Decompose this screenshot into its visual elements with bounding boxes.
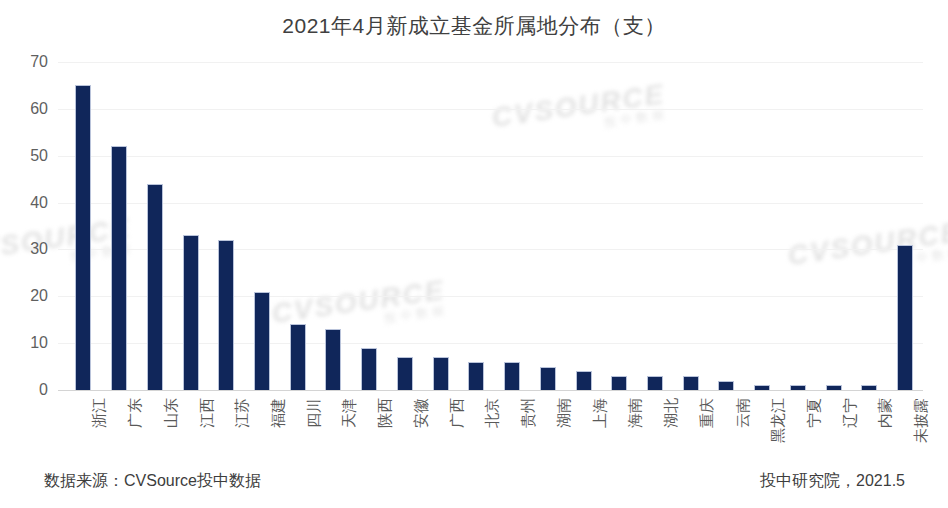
x-tick-label: 江苏 [234,398,250,428]
chart-title: 2021年4月新成立基金所属地分布（支） [0,12,948,40]
bar [290,324,306,390]
watermark-brand-text: CVSOURCE [490,78,667,134]
x-tick-label: 云南 [735,398,751,428]
x-tick-label: 贵州 [520,398,536,428]
bar [647,376,663,390]
x-tick-label: 内蒙 [877,398,893,428]
bar [361,348,377,390]
gridline [58,62,923,63]
bar [75,85,91,390]
bar [683,376,699,390]
y-tick-label: 10 [6,335,48,351]
x-tick-label: 重庆 [699,398,715,428]
x-tick-label: 安徽 [413,398,429,428]
x-tick-label: 海南 [627,398,643,428]
bar [826,385,842,390]
bar [111,146,127,390]
x-tick-label: 陕西 [377,398,393,428]
x-tick-label: 广东 [127,398,143,428]
bar [861,385,877,390]
gridline [58,390,923,391]
y-tick-label: 20 [6,288,48,304]
bar [433,357,449,390]
chart-canvas: 2021年4月新成立基金所属地分布（支） CVSOURCE 投中数据 CVSOU… [0,0,948,508]
gridline [58,203,923,204]
x-tick-label: 福建 [270,398,286,428]
y-tick-label: 30 [6,241,48,257]
x-tick-label: 湖南 [556,398,572,428]
y-tick-label: 50 [6,148,48,164]
x-tick-label: 浙江 [91,398,107,428]
x-tick-label: 黑龙江 [770,398,786,443]
bar [897,245,913,390]
x-tick-label: 宁夏 [806,398,822,428]
bar [504,362,520,390]
bar [754,385,770,390]
x-tick-label: 山东 [163,398,179,428]
y-tick-label: 70 [6,54,48,70]
data-source-note: 数据来源：CVSource投中数据 [44,471,261,492]
bar [397,357,413,390]
x-tick-label: 天津 [341,398,357,428]
x-tick-label: 上海 [592,398,608,428]
x-tick-label: 广西 [449,398,465,428]
bar [183,235,199,390]
bar [576,371,592,390]
bar [468,362,484,390]
x-tick-label: 四川 [306,398,322,428]
credit-note: 投中研究院，2021.5 [760,471,905,492]
bar [790,385,806,390]
watermark: CVSOURCE 投中数据 [786,216,948,285]
x-tick-label: 辽宁 [842,398,858,428]
watermark-brand-text: CVSOURCE [270,274,447,330]
watermark-sub-text: 投中数据 [494,106,669,147]
x-tick-label: 江西 [199,398,215,428]
y-tick-label: 0 [6,382,48,398]
bar [540,367,556,390]
y-tick-label: 40 [6,195,48,211]
bar [254,292,270,390]
watermark-brand-text: CVSOURCE [786,216,948,272]
x-tick-label: 湖北 [663,398,679,428]
x-tick-label: 未披露 [913,398,929,443]
bar [718,381,734,390]
bar [147,184,163,390]
bar [325,329,341,390]
gridline [58,156,923,157]
x-tick-label: 北京 [484,398,500,428]
gridline [58,109,923,110]
y-tick-label: 60 [6,101,48,117]
bar [218,240,234,390]
bar [611,376,627,390]
watermark: CVSOURCE 投中数据 [490,78,669,147]
